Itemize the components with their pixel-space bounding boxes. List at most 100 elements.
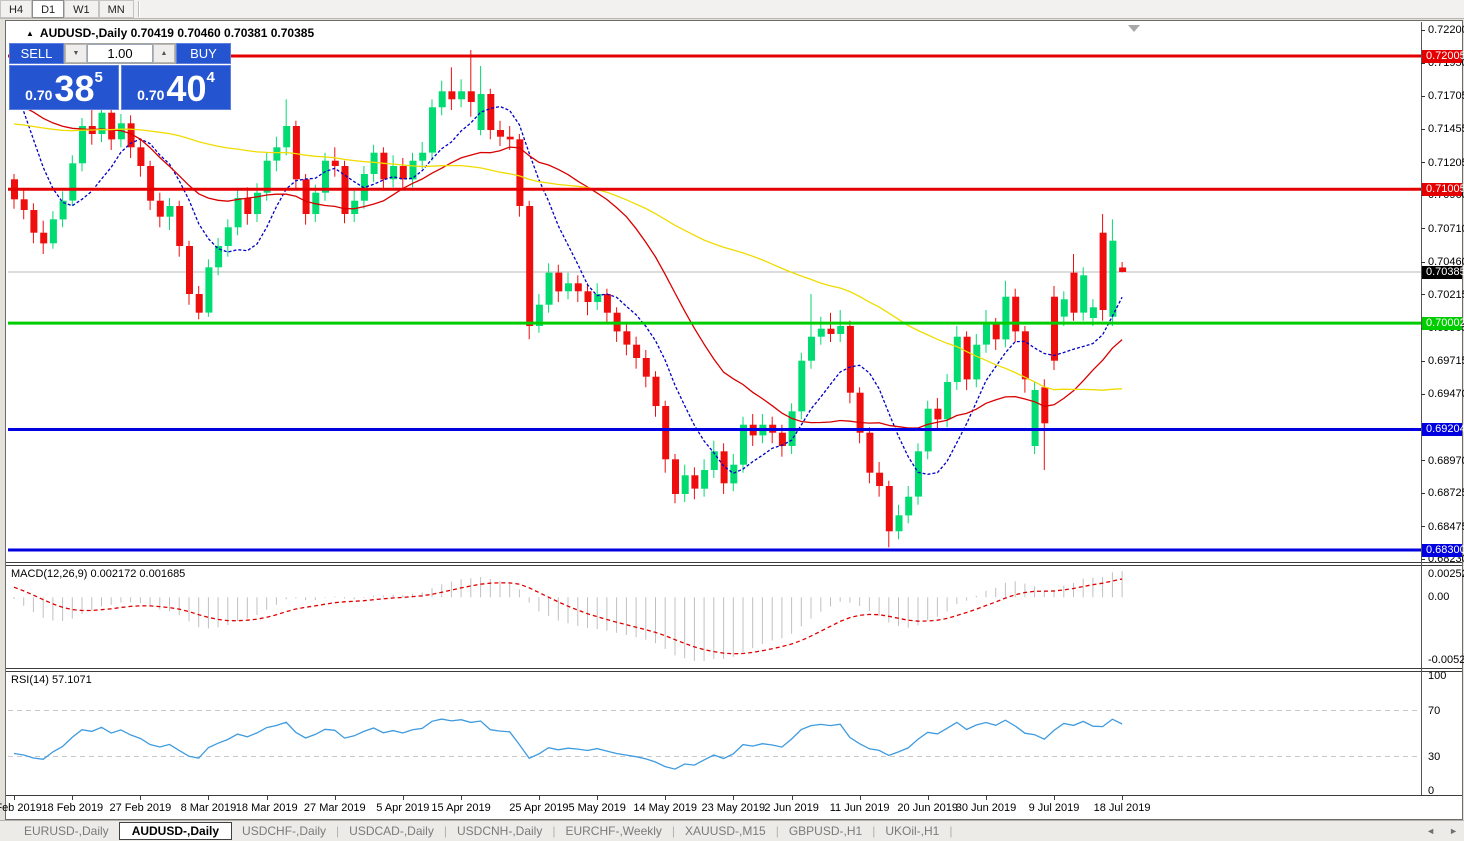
date-axis-tick (402, 796, 404, 800)
price-axis-label: 0.69470 (1428, 388, 1464, 400)
tab-scroll-arrows: ◄ ► (1426, 826, 1458, 836)
rsi-axis-label: 100 (1428, 670, 1447, 682)
one-click-top-row: SELL ▼ ▲ BUY (9, 43, 231, 64)
date-axis-tick (665, 796, 667, 800)
chart-tab-UKOil[interactable]: UKOil-,H1 (885, 824, 940, 838)
buy-button[interactable]: BUY (176, 43, 231, 64)
chart-tab-AUDUSD[interactable]: AUDUSD-,Daily (118, 822, 233, 840)
buy-price-prefix: 0.70 (137, 87, 165, 103)
date-axis-tick (791, 796, 793, 800)
price-axis-tick (1421, 29, 1425, 31)
buy-price-box[interactable]: 0.70 40 4 (121, 65, 231, 110)
macd-plot[interactable] (8, 566, 1421, 673)
rsi-name: RSI(14) (11, 674, 49, 686)
price-axis-label: 0.70710 (1428, 222, 1464, 235)
sell-price-big: 38 (54, 68, 95, 109)
price-axis-tick (1421, 460, 1425, 462)
date-axis-tick (1122, 796, 1124, 800)
price-axis-tick (1421, 62, 1425, 64)
pane-splitter[interactable] (6, 562, 1462, 566)
chart-tab-USDCHF[interactable]: USDCHF-,Daily (242, 824, 327, 838)
tab-scroll-right-icon[interactable]: ► (1449, 826, 1458, 836)
price-axis-label: 0.72200 (1428, 24, 1464, 36)
tab-separator: | (949, 824, 953, 838)
date-axis-label: 27 Mar 2019 (303, 802, 366, 814)
chart-title: ▲ AUDUSD-,Daily 0.70419 0.70460 0.70381 0… (26, 26, 314, 40)
price-axis-tick (1421, 162, 1425, 164)
macd-values: 0.002172 0.001685 (90, 568, 186, 580)
price-axis-tick (1421, 360, 1425, 362)
toolbar-separator (137, 1, 140, 17)
date-axis-tick (72, 796, 74, 800)
chart-tab-USDCAD[interactable]: USDCAD-,Daily (349, 824, 434, 838)
chart-window: ▲ AUDUSD-,Daily 0.70419 0.70460 0.70381 0… (0, 20, 1464, 820)
pane-splitter[interactable] (6, 668, 1462, 672)
date-axis-label: 25 Apr 2019 (509, 802, 569, 814)
buy-price-sup: 4 (206, 69, 215, 86)
candlestick-plot[interactable] (8, 22, 1421, 567)
chart-tab-GBPUSD[interactable]: GBPUSD-,H1 (788, 824, 863, 838)
timeframe-button-H4[interactable]: H4 (0, 0, 33, 18)
sell-price-box[interactable]: 0.70 38 5 (9, 65, 119, 110)
price-axis-tick (1421, 492, 1425, 494)
buy-price-big: 40 (166, 68, 207, 109)
price-axis-tick (1421, 558, 1425, 560)
date-axis-label: 9 Jul 2019 (1028, 802, 1080, 814)
date-axis-tick (14, 796, 15, 800)
date-axis-tick (859, 796, 861, 800)
date-axis-label: 23 May 2019 (701, 802, 766, 814)
date-axis-label: 5 May 2019 (568, 802, 626, 814)
sell-button[interactable]: SELL (9, 43, 64, 64)
price-axis: 0.722000.719500.717050.714550.712050.709… (1421, 21, 1464, 818)
date-axis-tick (461, 796, 463, 800)
price-axis-label: 0.71705 (1428, 90, 1464, 102)
volume-input[interactable] (87, 44, 153, 63)
price-axis-label: 0.71205 (1428, 156, 1464, 169)
macd-axis-min-label: -0.005234 (1428, 654, 1464, 666)
rsi-axis-label: 0 (1428, 785, 1435, 797)
timeframe-button-D1[interactable]: D1 (32, 0, 65, 18)
tab-separator: | (336, 824, 340, 838)
arrow-down-icon: ▼ (72, 50, 80, 57)
date-axis-label: 2 Jun 2019 (764, 802, 819, 814)
date-axis-label: 11 Jun 2019 (829, 802, 890, 814)
date-axis-label: 18 Mar 2019 (235, 802, 298, 814)
chart-tab-EURCHF[interactable]: EURCHF-,Weekly (565, 824, 662, 838)
price-level-label: 0.69204 (1422, 422, 1464, 436)
date-axis-label: 8 Feb 2019 (0, 802, 42, 814)
date-axis-tick (208, 796, 210, 800)
arrow-up-icon: ▲ (160, 50, 168, 57)
date-axis-tick (140, 796, 142, 800)
price-axis-label: 0.69715 (1428, 355, 1464, 368)
chart-title-text: AUDUSD-,Daily 0.70419 0.70460 0.70381 0.… (39, 26, 315, 40)
rsi-plot[interactable] (8, 672, 1421, 800)
date-axis-tick (986, 796, 987, 800)
volume-decrease-button[interactable]: ▼ (65, 44, 87, 63)
date-axis-label: 18 Jul 2019 (1093, 802, 1151, 814)
date-axis-tick (927, 796, 929, 800)
rsi-axis-label: 70 (1428, 704, 1441, 717)
macd-axis-zero-label: 0.00 (1428, 591, 1450, 604)
timeframe-button-W1[interactable]: W1 (64, 0, 99, 18)
collapse-one-click-icon[interactable]: ▲ (26, 29, 34, 38)
sell-price-sup: 5 (94, 69, 103, 86)
timeframe-button-MN[interactable]: MN (98, 0, 134, 18)
price-axis-label: 0.68970 (1428, 454, 1464, 467)
date-axis-tick (597, 796, 599, 800)
chart-tab-XAUUSD[interactable]: XAUUSD-,M15 (685, 824, 766, 838)
chart-tab-USDCNH[interactable]: USDCNH-,Daily (456, 824, 543, 838)
chart-tab-EURUSD[interactable]: EURUSD-,Daily (24, 824, 109, 838)
price-axis-tick (1421, 261, 1425, 263)
volume-stepper: ▼ ▲ (64, 43, 176, 64)
rsi-value: 57.1071 (51, 674, 92, 686)
tab-scroll-left-icon[interactable]: ◄ (1426, 826, 1436, 836)
tab-separator: | (872, 824, 876, 838)
price-axis-tick (1421, 95, 1425, 97)
rsi-axis-label: 30 (1428, 750, 1441, 763)
tab-separator: | (671, 824, 676, 838)
price-axis-label: 0.70460 (1428, 256, 1464, 268)
volume-increase-button[interactable]: ▲ (153, 44, 175, 63)
price-axis-tick (1421, 128, 1425, 130)
price-axis-line (1421, 22, 1422, 795)
